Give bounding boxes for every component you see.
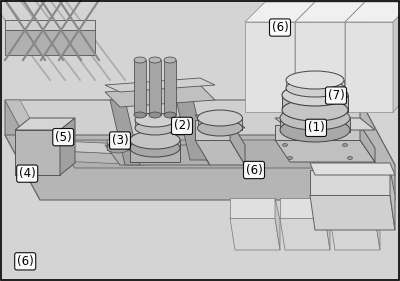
- Text: (6): (6): [246, 164, 262, 176]
- Polygon shape: [345, 2, 365, 112]
- Polygon shape: [107, 142, 129, 150]
- Ellipse shape: [288, 157, 292, 160]
- Text: (6): (6): [17, 255, 34, 268]
- Polygon shape: [50, 140, 365, 168]
- Polygon shape: [5, 100, 40, 200]
- Polygon shape: [390, 170, 395, 230]
- Polygon shape: [5, 30, 95, 55]
- Polygon shape: [345, 2, 400, 22]
- Polygon shape: [360, 100, 395, 200]
- Text: (2): (2): [174, 119, 190, 132]
- Polygon shape: [375, 198, 380, 250]
- Polygon shape: [60, 141, 145, 155]
- Polygon shape: [325, 198, 330, 250]
- Polygon shape: [5, 135, 395, 200]
- Ellipse shape: [348, 157, 352, 160]
- Polygon shape: [110, 100, 140, 165]
- Ellipse shape: [135, 113, 175, 127]
- Polygon shape: [295, 22, 345, 112]
- Text: (1): (1): [308, 121, 324, 134]
- Polygon shape: [15, 130, 60, 175]
- Ellipse shape: [134, 57, 146, 63]
- Polygon shape: [295, 2, 315, 112]
- Ellipse shape: [107, 143, 129, 153]
- Ellipse shape: [286, 79, 344, 97]
- Polygon shape: [282, 95, 348, 112]
- Polygon shape: [310, 170, 390, 195]
- Polygon shape: [230, 120, 245, 165]
- Ellipse shape: [282, 99, 348, 121]
- Ellipse shape: [134, 112, 146, 118]
- Text: (6): (6): [272, 21, 288, 34]
- Ellipse shape: [198, 120, 242, 136]
- Polygon shape: [5, 100, 395, 165]
- Ellipse shape: [149, 57, 161, 63]
- Polygon shape: [393, 2, 400, 112]
- Polygon shape: [330, 218, 380, 250]
- Polygon shape: [310, 195, 395, 230]
- Polygon shape: [164, 60, 176, 115]
- Polygon shape: [175, 95, 207, 160]
- Polygon shape: [345, 22, 393, 112]
- Polygon shape: [105, 145, 210, 165]
- Polygon shape: [280, 218, 330, 250]
- Polygon shape: [195, 120, 230, 140]
- Ellipse shape: [342, 144, 348, 146]
- Text: (7): (7): [328, 89, 344, 102]
- Text: (3): (3): [112, 134, 128, 147]
- Ellipse shape: [164, 112, 176, 118]
- Polygon shape: [230, 198, 275, 218]
- Ellipse shape: [282, 144, 288, 146]
- Polygon shape: [230, 218, 280, 250]
- Polygon shape: [105, 85, 215, 107]
- Polygon shape: [149, 60, 161, 115]
- Polygon shape: [280, 118, 350, 132]
- Ellipse shape: [280, 118, 350, 142]
- Polygon shape: [295, 2, 365, 22]
- Ellipse shape: [149, 112, 161, 118]
- Polygon shape: [275, 198, 280, 250]
- Polygon shape: [310, 163, 395, 175]
- Polygon shape: [245, 22, 295, 112]
- Ellipse shape: [130, 131, 180, 149]
- Polygon shape: [245, 2, 315, 22]
- Text: (5): (5): [55, 131, 72, 144]
- Ellipse shape: [130, 139, 180, 157]
- Polygon shape: [195, 115, 245, 128]
- Ellipse shape: [282, 84, 348, 106]
- Ellipse shape: [107, 137, 129, 147]
- Polygon shape: [280, 198, 325, 218]
- Polygon shape: [275, 118, 375, 130]
- Polygon shape: [15, 118, 75, 130]
- Polygon shape: [330, 198, 375, 218]
- Polygon shape: [275, 140, 375, 162]
- Ellipse shape: [164, 57, 176, 63]
- Ellipse shape: [280, 106, 350, 130]
- Polygon shape: [60, 118, 75, 175]
- Ellipse shape: [135, 121, 175, 135]
- Polygon shape: [130, 140, 180, 162]
- Polygon shape: [60, 151, 145, 165]
- Polygon shape: [275, 125, 360, 140]
- Text: (4): (4): [19, 167, 36, 180]
- Polygon shape: [360, 125, 375, 162]
- Polygon shape: [286, 80, 344, 90]
- Ellipse shape: [198, 110, 242, 126]
- Polygon shape: [134, 60, 146, 115]
- Polygon shape: [195, 140, 245, 165]
- Polygon shape: [135, 120, 175, 128]
- Polygon shape: [5, 20, 95, 30]
- Polygon shape: [5, 100, 55, 165]
- Polygon shape: [198, 118, 242, 130]
- Ellipse shape: [286, 71, 344, 89]
- Polygon shape: [105, 78, 215, 92]
